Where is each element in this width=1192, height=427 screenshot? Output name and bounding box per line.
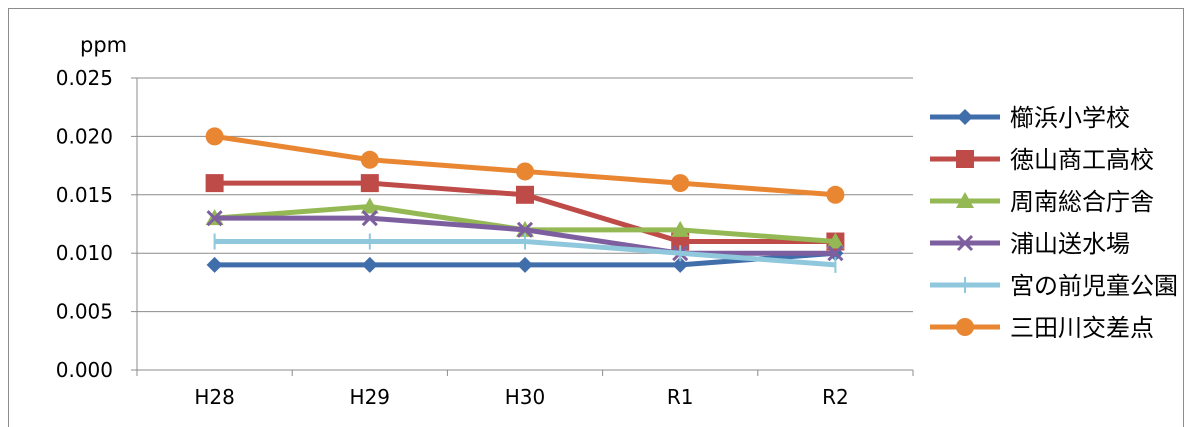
x-tick-labels: H28 H29 H30 R1 R2 bbox=[194, 385, 848, 409]
legend-item: 徳山商工高校 bbox=[930, 146, 1154, 174]
data-point bbox=[516, 221, 534, 238]
data-point bbox=[672, 256, 689, 273]
data-point bbox=[361, 210, 378, 227]
series-0 bbox=[206, 245, 844, 273]
y-tick-label: 0.025 bbox=[56, 66, 113, 90]
data-point bbox=[516, 185, 534, 204]
legend-item: 宮の前児童公園 bbox=[930, 272, 1178, 300]
data-point bbox=[516, 162, 534, 181]
legend-item: 櫛浜小学校 bbox=[930, 104, 1130, 132]
data-point bbox=[671, 232, 690, 251]
legend-label: 浦山送水場 bbox=[1010, 230, 1130, 258]
x-tick-label: H30 bbox=[505, 385, 546, 409]
data-point bbox=[827, 245, 844, 262]
axes bbox=[131, 77, 914, 376]
legend-item: 周南総合庁舎 bbox=[930, 188, 1154, 216]
data-point bbox=[206, 210, 223, 227]
data-point bbox=[826, 232, 845, 249]
x-tick-label: R1 bbox=[667, 385, 694, 409]
y-tick-label: 0.010 bbox=[56, 241, 113, 265]
data-point bbox=[671, 220, 690, 237]
legend-label: 櫛浜小学校 bbox=[1010, 104, 1130, 132]
y-tick-label: 0.000 bbox=[56, 358, 113, 382]
legend-marker bbox=[956, 318, 974, 336]
data-point bbox=[360, 197, 379, 214]
data-point bbox=[205, 174, 224, 193]
series-lines bbox=[205, 127, 845, 273]
legend-marker bbox=[956, 192, 974, 208]
y-unit-label: ppm bbox=[80, 33, 127, 57]
legend-marker bbox=[957, 109, 973, 125]
data-point bbox=[361, 256, 378, 273]
y-tick-label: 0.005 bbox=[56, 300, 113, 324]
y-tick-labels: 0.000 0.005 0.010 0.015 0.020 0.025 bbox=[56, 66, 113, 382]
data-point bbox=[205, 127, 224, 146]
data-point bbox=[360, 150, 379, 169]
x-tick-label: H29 bbox=[350, 385, 391, 409]
legend-marker bbox=[956, 150, 974, 168]
legend-label: 宮の前児童公園 bbox=[1010, 272, 1178, 300]
data-point bbox=[206, 256, 223, 273]
legend-label: 三田川交差点 bbox=[1010, 314, 1154, 342]
legend-item: 浦山送水場 bbox=[930, 230, 1130, 258]
data-point bbox=[517, 256, 533, 273]
legend-label: 周南総合庁舎 bbox=[1010, 188, 1154, 216]
data-point bbox=[826, 185, 845, 204]
x-tick-label: R2 bbox=[822, 385, 849, 409]
x-tick-label: H28 bbox=[194, 385, 235, 409]
y-tick-label: 0.020 bbox=[56, 124, 113, 148]
legend-item: 三田川交差点 bbox=[930, 314, 1154, 342]
series-4 bbox=[213, 233, 837, 273]
legend-marker bbox=[956, 234, 974, 252]
series-5 bbox=[205, 127, 845, 204]
legend-label: 徳山商工高校 bbox=[1010, 146, 1154, 174]
data-point bbox=[360, 174, 379, 193]
y-tick-label: 0.015 bbox=[56, 183, 113, 207]
data-point bbox=[671, 174, 690, 193]
